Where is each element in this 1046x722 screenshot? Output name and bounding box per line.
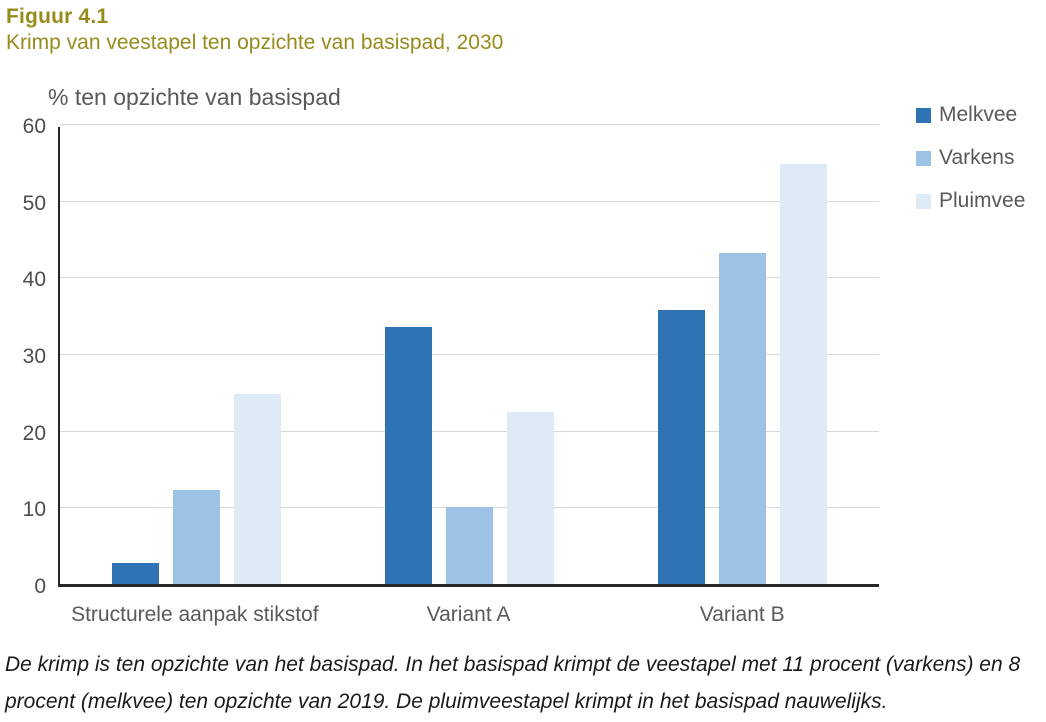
- legend: Melkvee Varkens Pluimvee: [916, 103, 1025, 212]
- gridline-40: [60, 277, 879, 279]
- y-tick-label-50: 50: [22, 191, 46, 215]
- legend-swatch-icon: [916, 150, 931, 166]
- bar-groups: [60, 127, 879, 584]
- legend-item-pluimvee: Pluimvee: [916, 190, 1025, 212]
- legend-swatch-icon: [916, 193, 931, 209]
- x-category-label-2: Variant A: [426, 603, 511, 626]
- y-tick-label-60: 60: [22, 115, 46, 138]
- legend-label: Melkvee: [939, 103, 1018, 126]
- plot-area: [58, 124, 879, 587]
- x-axis-category-labels: Structurele aanpak stikstof Variant A Vari…: [58, 603, 879, 627]
- x-category-label-1: Structurele aanpak stikstof: [71, 603, 319, 626]
- x-category-label-3: Variant B: [699, 603, 785, 626]
- legend-item-varkens: Varkens: [916, 146, 1025, 170]
- gridline-30: [60, 354, 879, 355]
- legend-item-melkvee: Melkvee: [916, 103, 1025, 126]
- bar-group-1: [60, 127, 333, 584]
- bar-pluimvee-1: [234, 393, 281, 584]
- gridline-20: [60, 430, 879, 432]
- gridline-60: [60, 124, 879, 125]
- bar-varkens-1: [173, 490, 220, 584]
- figure-title: Krimp van veestapel ten opzichte van bas…: [6, 31, 504, 54]
- bar-pluimvee-2: [507, 412, 554, 584]
- gridline-50: [60, 200, 879, 202]
- y-tick-label-40: 40: [22, 268, 46, 292]
- legend-label: Pluimvee: [939, 189, 1026, 213]
- y-tick-label-0: 0: [34, 575, 46, 598]
- bar-melkvee-2: [385, 327, 432, 584]
- y-tick-label-30: 30: [22, 345, 46, 368]
- bar-varkens-3: [719, 252, 766, 584]
- bar-group-2: [333, 127, 606, 584]
- bar-melkvee-1: [112, 563, 159, 584]
- y-tick-label-20: 20: [22, 421, 46, 445]
- legend-swatch-icon: [916, 107, 931, 123]
- y-axis-tick-labels: 0 10 20 30 40 50 60: [0, 116, 46, 597]
- y-axis-unit-label: % ten opzichte van basispad: [48, 84, 341, 110]
- bar-melkvee-3: [658, 309, 705, 584]
- figure-footnote: De krimp is ten opzichte van het basispa…: [5, 653, 1021, 713]
- figure-number: Figuur 4.1: [6, 5, 109, 28]
- legend-label: Varkens: [939, 146, 1015, 170]
- bar-group-3: [606, 127, 879, 584]
- bar-pluimvee-3: [780, 163, 827, 584]
- bar-varkens-2: [446, 506, 493, 584]
- y-tick-label-10: 10: [22, 498, 46, 522]
